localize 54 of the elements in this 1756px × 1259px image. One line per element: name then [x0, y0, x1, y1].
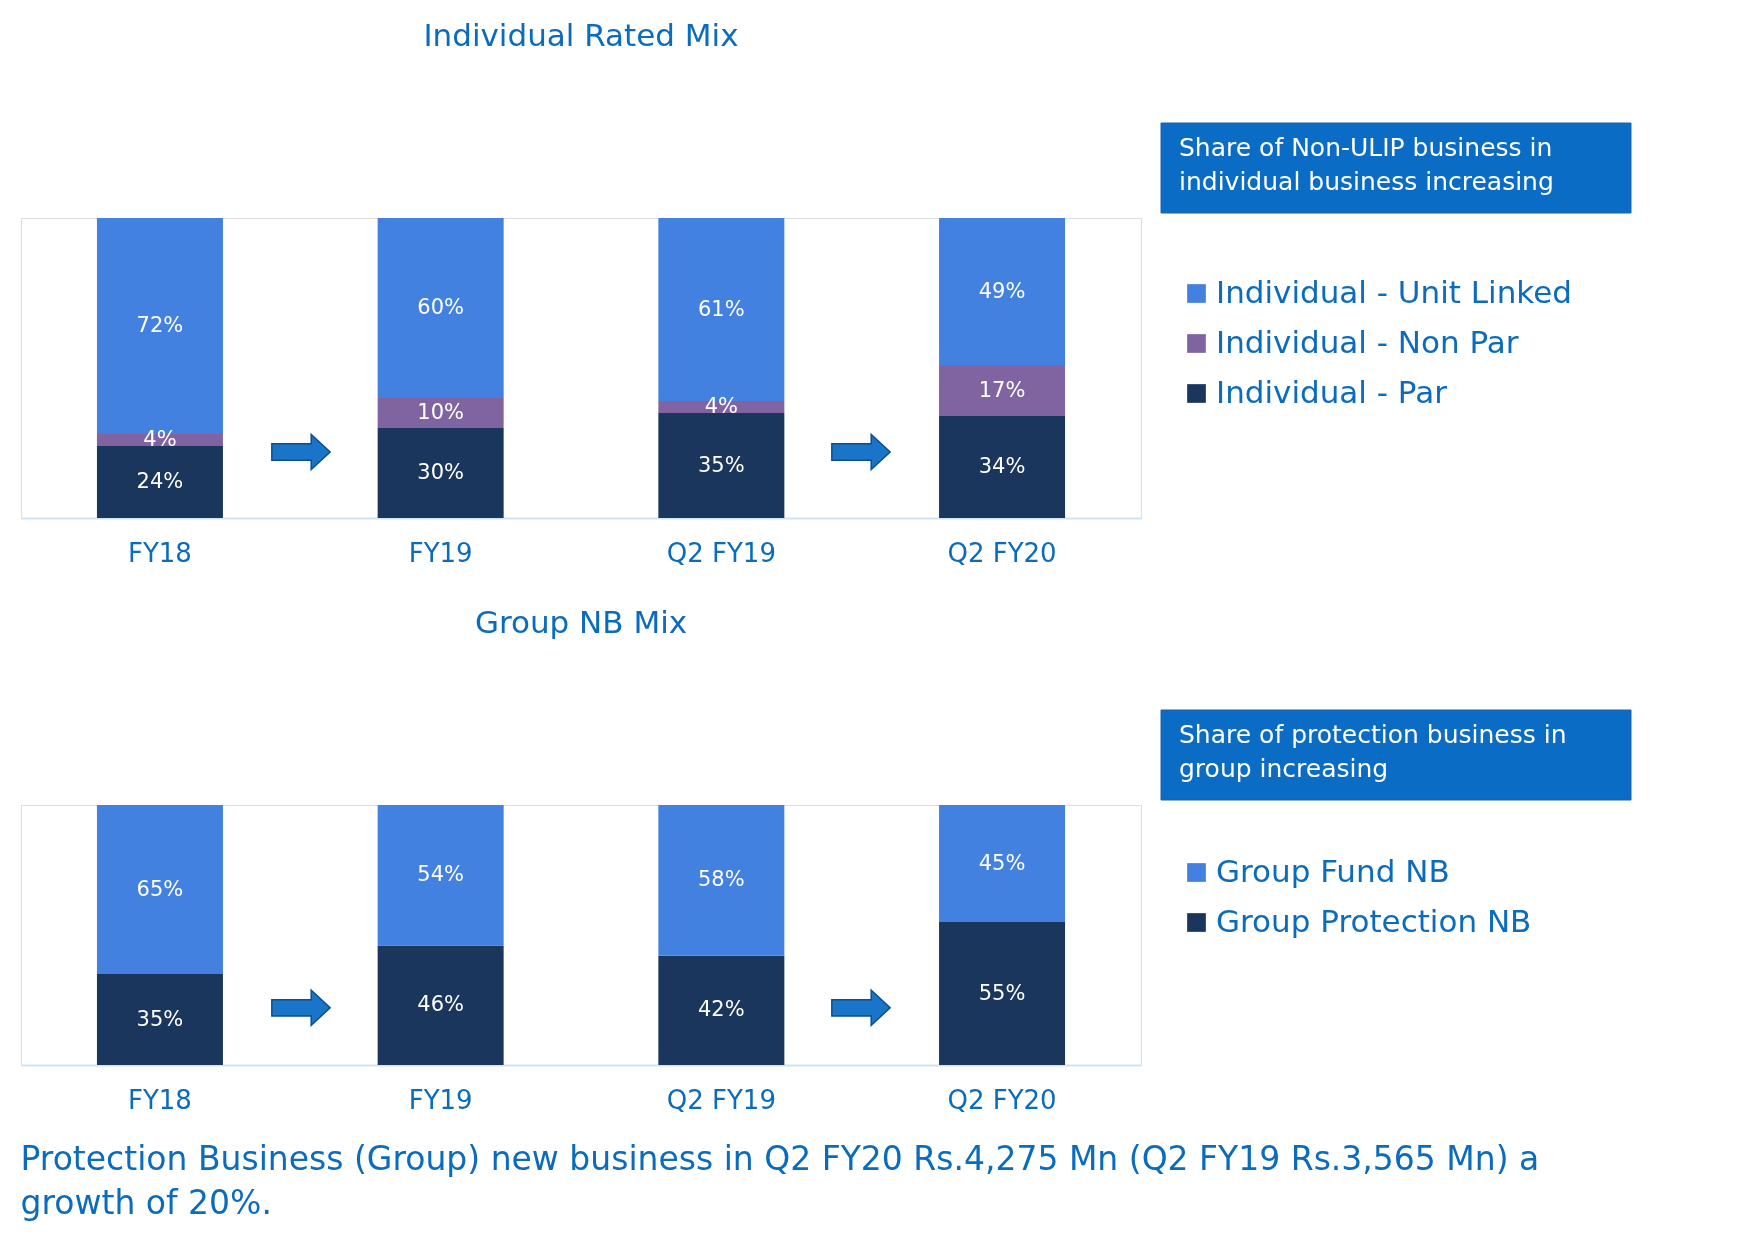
bar [96, 446, 223, 518]
bar [377, 218, 504, 398]
text: Share of Non-ULIP business in individual business increasing [1179, 133, 1554, 196]
bar [939, 416, 1066, 518]
bar [658, 805, 785, 956]
data-label: 65% [136, 876, 184, 901]
x-tick-label: FY19 [408, 537, 473, 568]
data-label: 4% [143, 427, 177, 451]
bar [96, 974, 223, 1065]
data-label: 34% [978, 454, 1026, 478]
bar [939, 365, 1066, 416]
x-tick-label: FY18 [127, 1084, 192, 1115]
data-label: 61% [698, 296, 745, 321]
x-tick-label: Q2 FY19 [666, 537, 776, 568]
bar [377, 398, 504, 428]
legend-label: Individual - Non Par [1216, 323, 1519, 360]
chart-title: Individual Rated Mix [423, 16, 739, 53]
data-label: 58% [698, 867, 745, 892]
bar [939, 218, 1066, 365]
data-label: 17% [978, 377, 1026, 402]
chart-title: Group NB Mix [474, 603, 688, 640]
data-label: 72% [136, 313, 184, 337]
x-tick-label: Q2 FY20 [947, 537, 1057, 568]
data-label: 45% [978, 850, 1026, 875]
data-label: 55% [978, 980, 1026, 1005]
bar [939, 805, 1066, 922]
data-label: 4% [704, 394, 739, 418]
text: Protection Business (Group) new business in Q2 FY20 Rs.4,275 Mn (Q2 FY19 Rs.3,565 Mn) a growth of 20%. [20, 1138, 1540, 1222]
bar [939, 922, 1066, 1065]
bar [377, 805, 504, 946]
legend-label: Group Protection NB [1216, 902, 1532, 939]
x-tick-label: FY19 [408, 1084, 473, 1115]
legend-label: Individual - Par [1216, 373, 1448, 410]
data-label: 46% [417, 992, 464, 1017]
legend-label: Group Fund NB [1216, 852, 1450, 889]
bar [658, 955, 785, 1065]
text: Share of protection business in group increasing [1179, 720, 1567, 783]
x-tick-label: Q2 FY19 [666, 1084, 776, 1115]
bar [377, 428, 504, 518]
data-label: 35% [698, 452, 745, 477]
data-label: 30% [417, 460, 464, 484]
data-label: 42% [698, 997, 745, 1022]
data-label: 24% [136, 469, 184, 493]
data-label: 49% [978, 278, 1026, 303]
bar [658, 413, 785, 518]
x-tick-label: FY18 [127, 537, 192, 568]
data-label: 60% [417, 295, 464, 319]
data-label: 54% [417, 862, 464, 887]
x-tick-label: Q2 FY20 [947, 1084, 1057, 1115]
data-label: 35% [136, 1006, 184, 1031]
bar [96, 805, 223, 974]
legend-label: Individual - Unit Linked [1216, 273, 1572, 310]
bar [377, 945, 504, 1065]
data-label: 10% [417, 400, 464, 424]
